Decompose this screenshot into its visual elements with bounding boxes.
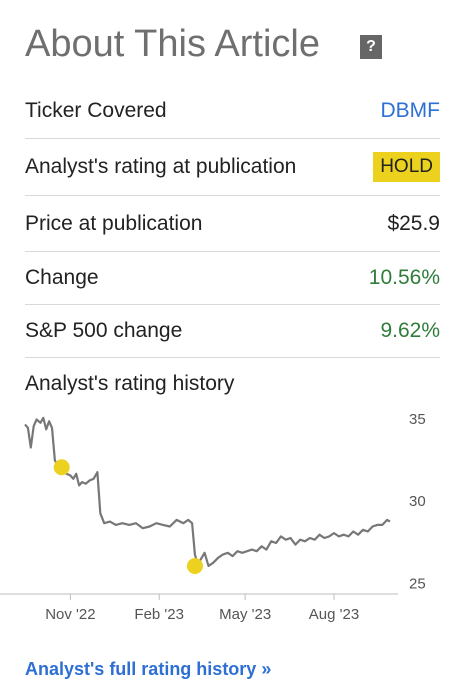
x-tick-label: Feb '23 bbox=[134, 606, 184, 623]
rating-label: Analyst's rating at publication bbox=[25, 155, 297, 178]
x-tick-label: May '23 bbox=[219, 606, 271, 623]
row-ticker: Ticker Covered DBMF bbox=[25, 92, 440, 138]
ticker-label: Ticker Covered bbox=[25, 99, 167, 122]
row-change: Change 10.56% bbox=[25, 251, 440, 304]
change-label: Change bbox=[25, 266, 99, 289]
row-rating: Analyst's rating at publication HOLD bbox=[25, 138, 440, 195]
help-icon[interactable]: ? bbox=[360, 35, 382, 59]
row-price: Price at publication $25.9 bbox=[25, 195, 440, 251]
rating-history-chart: 25 30 35 Nov '22 Feb '23 May '23 Aug '23 bbox=[0, 411, 426, 623]
x-tick-label: Aug '23 bbox=[309, 606, 359, 623]
price-value: $25.9 bbox=[387, 211, 440, 235]
sp500-value: 9.62% bbox=[380, 319, 440, 342]
sp500-label: S&P 500 change bbox=[25, 319, 183, 342]
price-series-line bbox=[24, 416, 391, 568]
rating-history-label: Analyst's rating history bbox=[25, 372, 235, 395]
x-tick-label: Nov '22 bbox=[45, 606, 95, 623]
price-label: Price at publication bbox=[25, 211, 203, 235]
rating-marker[interactable] bbox=[53, 459, 70, 476]
ticker-link[interactable]: DBMF bbox=[380, 99, 441, 122]
y-tick-label: 25 bbox=[409, 575, 426, 592]
header: About This Article ? bbox=[25, 0, 440, 92]
y-tick-label: 30 bbox=[409, 493, 426, 510]
row-sp500: S&P 500 change 9.62% bbox=[25, 304, 440, 357]
full-rating-history-link[interactable]: Analyst's full rating history » bbox=[25, 659, 272, 679]
rating-marker[interactable] bbox=[186, 558, 203, 575]
page-title: About This Article bbox=[25, 23, 321, 65]
rating-badge: HOLD bbox=[373, 152, 440, 182]
rating-history-heading: Analyst's rating history bbox=[25, 357, 440, 406]
change-value: 10.56% bbox=[368, 266, 440, 289]
y-tick-label: 35 bbox=[409, 411, 426, 428]
